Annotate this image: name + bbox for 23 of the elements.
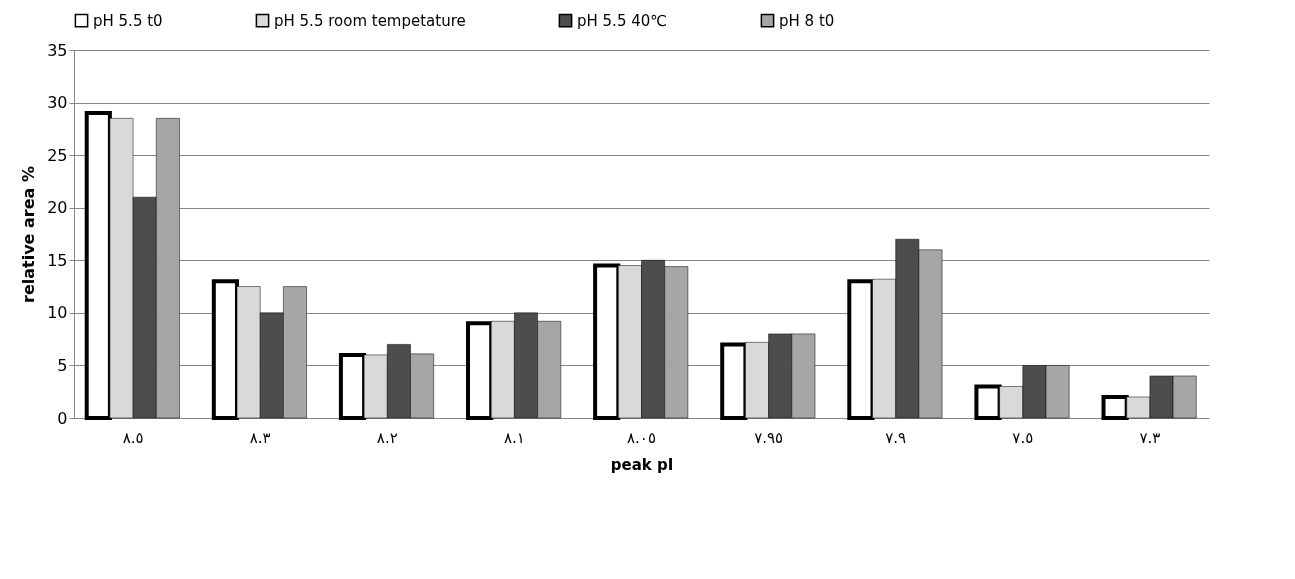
y-tick-label: 35 [47, 40, 68, 60]
y-tick-label: 5 [57, 355, 68, 375]
y-axis-title: relative area % [19, 166, 39, 303]
x-tick-label: ٨.٣ [249, 428, 271, 447]
y-tick-label: 30 [47, 93, 68, 113]
y-tick-label: 25 [47, 145, 68, 165]
legend-label: pH 5.5 t0 [93, 11, 163, 30]
y-tick-label: 20 [47, 198, 68, 218]
x-tick-label: ٧.٩ [885, 428, 907, 447]
x-tick-label: ٨.٢ [376, 428, 398, 447]
y-tick-label: 0 [57, 408, 68, 428]
x-tick-label: ٨.١ [503, 428, 525, 447]
y-tick-label: 15 [47, 250, 68, 270]
x-tick-label: ٧.٩٥ [754, 428, 784, 447]
x-tick-label: ٧.٥ [1012, 428, 1034, 447]
x-tick-label: ٨.٥ [122, 428, 144, 447]
legend-label: pH 5.5 40℃ [577, 11, 668, 30]
legend-label: pH 8 t0 [779, 11, 835, 30]
x-tick-label: ٧.٣ [1139, 428, 1161, 447]
x-axis-title: peak pI [610, 455, 674, 474]
y-tick-label: 10 [47, 303, 68, 323]
legend-label: pH 5.5 room tempetature [274, 11, 466, 30]
x-tick-label: ٨.٠٥ [627, 428, 656, 447]
